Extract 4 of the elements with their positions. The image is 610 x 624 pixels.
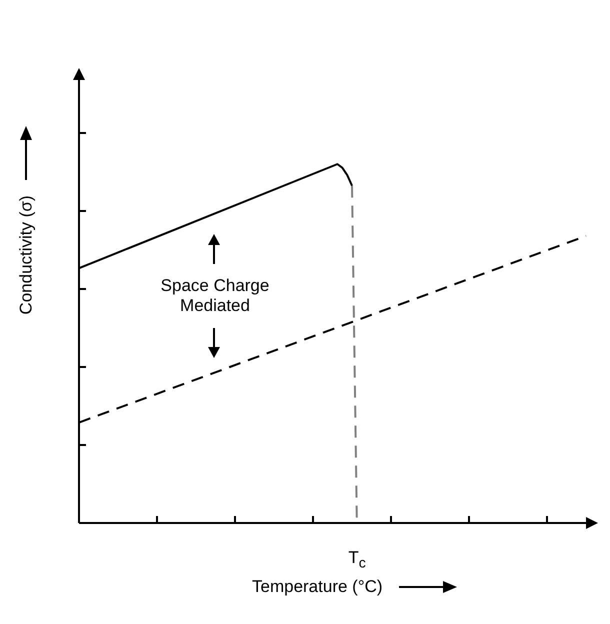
y-axis-title: Conductivity (σ) <box>16 195 36 315</box>
text: T$_{c}$ <box>348 548 366 571</box>
annotation: Space Charge Mediated <box>160 276 270 316</box>
x-axis-title: Temperature (°C) <box>252 577 383 597</box>
